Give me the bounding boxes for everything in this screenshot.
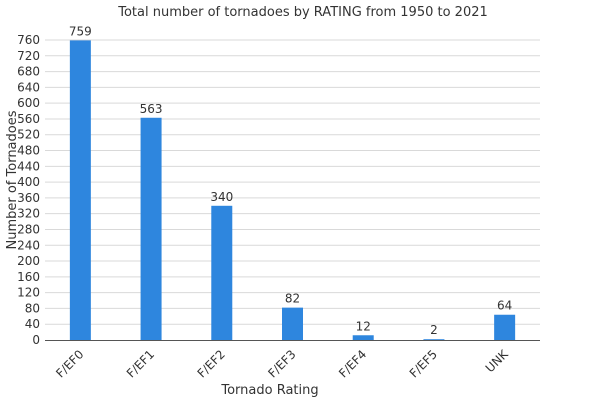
y-tick-label: 520 — [17, 128, 40, 142]
bar — [140, 117, 162, 341]
data-label: 2 — [430, 323, 438, 337]
data-label: 64 — [497, 299, 512, 313]
bar — [423, 339, 445, 340]
y-tick-label: 440 — [17, 159, 40, 173]
y-tick-label: 0 — [32, 333, 40, 347]
chart-title: Total number of tornadoes by RATING from… — [117, 5, 488, 20]
y-axis-title: Number of Tornadoes — [5, 110, 20, 249]
y-tick-label: 480 — [17, 144, 40, 158]
data-label: 82 — [285, 292, 300, 306]
data-labels: 759 563 340 82 12 2 64 — [69, 24, 512, 337]
y-tick-label: 720 — [17, 49, 40, 63]
x-tick-label: F/EF3 — [265, 347, 298, 380]
data-label: 340 — [210, 190, 233, 204]
x-axis-ticks: F/EF0 F/EF1 F/EF2 F/EF3 F/EF4 F/EF5 UNK — [53, 346, 511, 380]
y-tick-label: 80 — [25, 301, 40, 315]
y-tick-label: 280 — [17, 222, 40, 236]
data-label: 12 — [356, 319, 371, 333]
x-tick-label: UNK — [483, 346, 512, 375]
bar — [69, 40, 91, 340]
x-tick-label: F/EF0 — [53, 347, 86, 380]
y-tick-label: 680 — [17, 65, 40, 79]
y-tick-label: 120 — [17, 286, 40, 300]
x-tick-label: F/EF4 — [336, 347, 369, 380]
y-tick-label: 200 — [17, 254, 40, 268]
y-tick-label: 40 — [25, 317, 40, 331]
bar — [211, 205, 233, 340]
gridlines — [45, 39, 540, 325]
x-tick-label: F/EF5 — [407, 347, 440, 380]
x-tick-label: F/EF2 — [195, 347, 228, 380]
bar — [494, 314, 516, 340]
y-tick-label: 640 — [17, 80, 40, 94]
data-label: 759 — [69, 24, 92, 38]
y-tick-label: 320 — [17, 207, 40, 221]
y-tick-label: 160 — [17, 270, 40, 284]
y-axis-ticks: 0408012016020024028032036040044048052056… — [17, 33, 40, 347]
y-tick-label: 600 — [17, 96, 40, 110]
y-tick-label: 760 — [17, 33, 40, 47]
x-axis-title: Tornado Rating — [220, 383, 318, 398]
bars — [69, 40, 516, 341]
bar — [352, 335, 374, 340]
x-tick-label: F/EF1 — [124, 347, 157, 380]
data-label: 563 — [140, 102, 163, 116]
y-tick-label: 560 — [17, 112, 40, 126]
y-tick-label: 360 — [17, 191, 40, 205]
bar — [282, 307, 303, 340]
y-tick-label: 400 — [17, 175, 40, 189]
y-tick-label: 240 — [17, 238, 40, 252]
